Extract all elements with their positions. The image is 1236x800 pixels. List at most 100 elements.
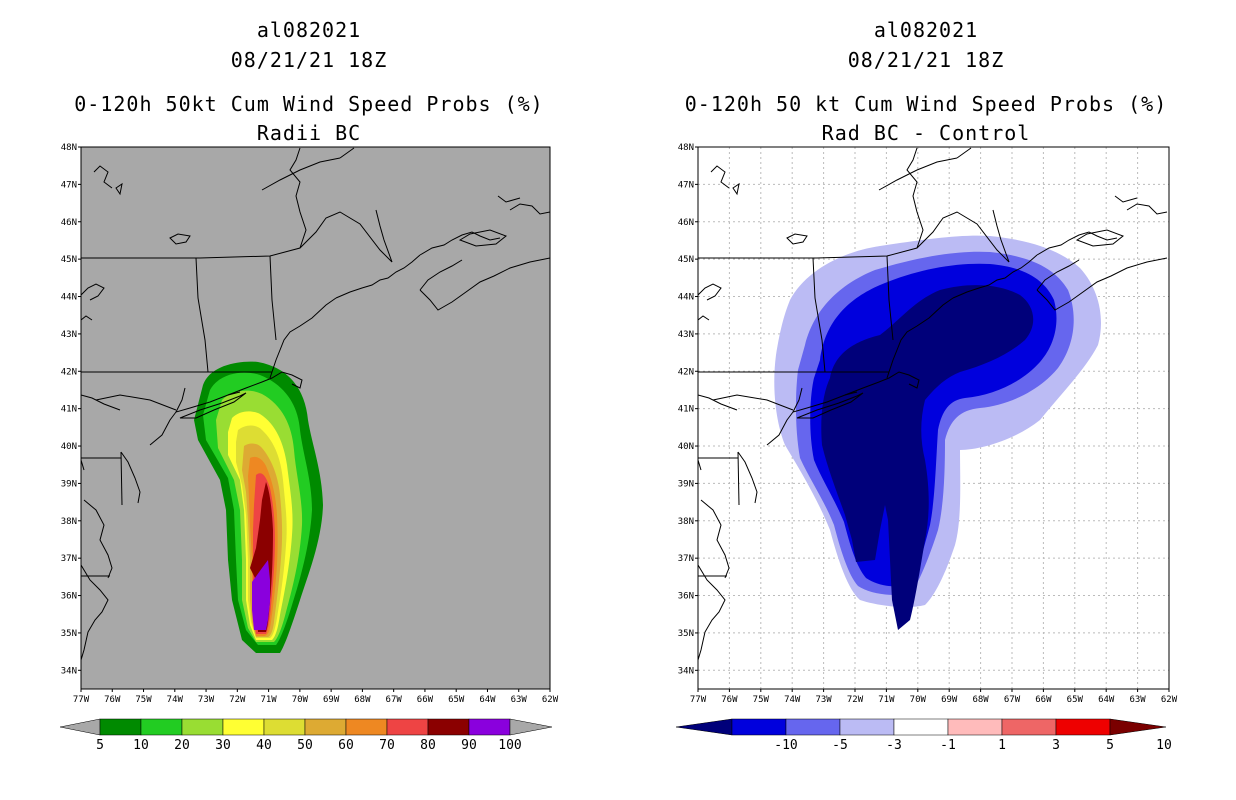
right-lon-axis: 77W 76W 75W 74W 73W 72W 71W 70W 69W 68W 67W 66W 65W 6… [690, 689, 1178, 705]
right-lat-label: 38N [678, 517, 694, 527]
colorbar-label: -10 [774, 738, 797, 753]
right-lon-label: 67W [1004, 695, 1021, 705]
left-lon-label: 65W [448, 695, 465, 705]
right-lat-label: 44N [678, 293, 694, 303]
left-lat-axis: 48N 47N 46N 45N 44N 43N 42N 41N 40N 39N 38N 37N 36N 3… [61, 143, 81, 676]
colorbar-label: 10 [133, 738, 149, 753]
right-lon-label: 65W [1067, 695, 1084, 705]
right-map-frame [697, 146, 1170, 690]
right-lat-label: 35N [678, 629, 694, 639]
colorbar-swatch [386, 718, 429, 736]
colorbar-swatch [839, 718, 895, 736]
colorbar-label: 100 [498, 738, 521, 753]
colorbar-swatch [99, 718, 142, 736]
left-lon-label: 71W [260, 695, 277, 705]
colorbar-swatch [468, 718, 511, 736]
right-lat-label: 40N [678, 442, 694, 452]
left-lat-label: 47N [61, 180, 77, 190]
left-lon-label: 72W [229, 695, 246, 705]
right-lat-label: 47N [678, 180, 694, 190]
colorbar-label: 80 [420, 738, 436, 753]
left-map-frame [80, 146, 551, 690]
left-probability-swath [81, 147, 550, 661]
diff-minus-10 [821, 285, 1034, 630]
colorbar-swatch [731, 718, 787, 736]
right-lat-axis: 48N 47N 46N 45N 44N 43N 42N 41N 40N 39N 38N 37N 36N 3… [678, 143, 698, 676]
colorbar-low-extend [59, 718, 101, 736]
right-title: 0-120h 50 kt Cum Wind Speed Probs (%) [684, 92, 1168, 116]
left-lat-label: 46N [61, 218, 77, 228]
left-lon-label: 69W [323, 695, 340, 705]
colorbar-label: 40 [256, 738, 272, 753]
right-lon-label: 70W [910, 695, 927, 705]
right-lat-label: 34N [678, 666, 694, 676]
left-lon-label: 67W [386, 695, 403, 705]
right-lon-label: 66W [1035, 695, 1052, 705]
colorbar-high-extend [509, 718, 553, 736]
left-lat-label: 37N [61, 554, 77, 564]
left-storm-id: al082021 [256, 18, 362, 42]
left-lat-label: 44N [61, 293, 77, 303]
left-lon-label: 64W [479, 695, 496, 705]
left-lon-label: 73W [198, 695, 215, 705]
left-lon-label: 77W [73, 695, 90, 705]
right-lat-label: 39N [678, 479, 694, 489]
colorbar-swatch [222, 718, 265, 736]
left-lon-label: 74W [167, 695, 184, 705]
left-lon-label: 76W [104, 695, 121, 705]
colorbar-label: 20 [174, 738, 190, 753]
colorbar-swatch [785, 718, 841, 736]
colorbar-label: 90 [461, 738, 477, 753]
left-lon-label: 66W [417, 695, 434, 705]
colorbar-label: 10 [1156, 738, 1172, 753]
right-lat-label: 41N [678, 405, 694, 415]
colorbar-label: 50 [297, 738, 313, 753]
left-lon-label: 75W [135, 695, 152, 705]
right-colorbar: -10 -5 -3 -1 1 3 5 10 [675, 718, 1172, 753]
left-lat-label: 48N [61, 143, 77, 153]
right-subtitle: Rad BC - Control [821, 121, 1031, 145]
right-lon-label: 77W [690, 695, 707, 705]
right-lon-label: 75W [753, 695, 770, 705]
left-lon-label: 62W [542, 695, 559, 705]
left-title: 0-120h 50kt Cum Wind Speed Probs (%) [74, 92, 544, 116]
right-lon-label: 64W [1098, 695, 1115, 705]
right-lon-label: 63W [1129, 695, 1146, 705]
right-lon-label: 74W [784, 695, 801, 705]
colorbar-label: -1 [940, 738, 956, 753]
right-lon-label: 72W [847, 695, 864, 705]
right-difference-field [698, 147, 1169, 689]
colorbar-high-extend [1109, 718, 1167, 736]
colorbar-swatch [427, 718, 470, 736]
right-lat-label: 37N [678, 554, 694, 564]
colorbar-swatch [1001, 718, 1057, 736]
left-lat-label: 39N [61, 479, 77, 489]
right-lon-label: 69W [941, 695, 958, 705]
left-map-background [81, 147, 550, 689]
right-lat-label: 43N [678, 330, 694, 340]
colorbar-low-extend [675, 718, 733, 736]
left-lat-label: 45N [61, 255, 77, 265]
left-lat-label: 42N [61, 367, 77, 377]
left-map-panel: 48N 47N 46N 45N 44N 43N 42N 41N 40N 39N 38N 37N 36N 3… [61, 143, 559, 705]
right-lon-label: 71W [878, 695, 895, 705]
left-lon-label: 68W [354, 695, 371, 705]
right-lon-label: 73W [815, 695, 832, 705]
left-datetime: 08/21/21 18Z [230, 48, 388, 72]
right-map-panel: 48N 47N 46N 45N 44N 43N 42N 41N 40N 39N 38N 37N 36N 3… [678, 143, 1178, 705]
left-lat-label: 35N [61, 629, 77, 639]
prob-90 [252, 560, 270, 630]
colorbar-swatch [304, 718, 347, 736]
left-subtitle: Radii BC [256, 121, 362, 145]
right-lon-label: 62W [1161, 695, 1178, 705]
left-lon-label: 70W [292, 695, 309, 705]
left-lat-label: 38N [61, 517, 77, 527]
colorbar-label: 70 [379, 738, 395, 753]
right-lat-label: 42N [678, 367, 694, 377]
colorbar-label: 3 [1052, 738, 1060, 753]
left-lon-label: 63W [511, 695, 528, 705]
colorbar-label: -3 [886, 738, 902, 753]
colorbar-swatch [140, 718, 183, 736]
left-lat-label: 43N [61, 330, 77, 340]
